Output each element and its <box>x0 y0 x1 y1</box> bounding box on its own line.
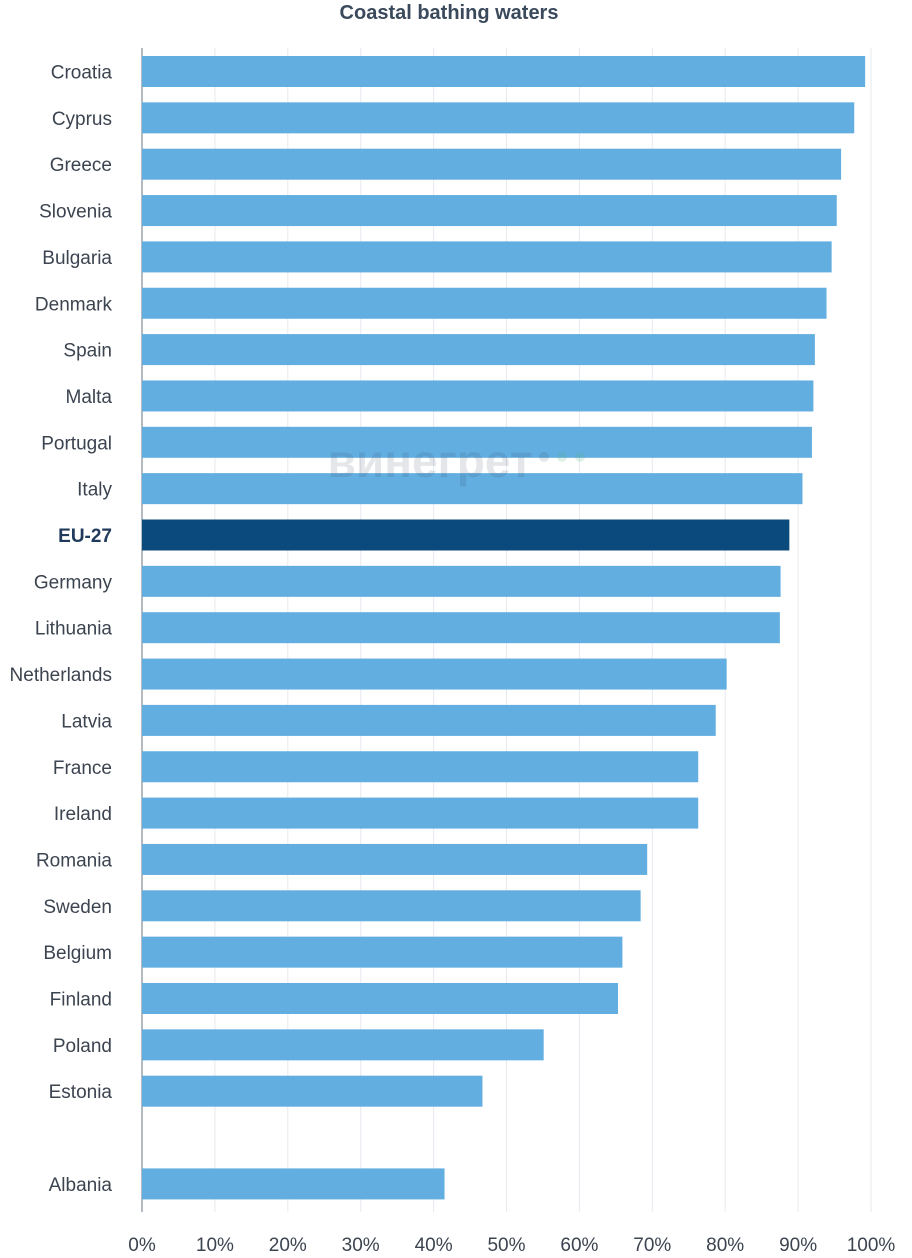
x-tick-label: 90% <box>779 1235 817 1256</box>
category-label: Latvia <box>61 711 112 732</box>
bars <box>142 56 866 1200</box>
watermark-logo: винегрет <box>328 435 533 487</box>
x-tick-label: 80% <box>706 1235 744 1256</box>
bar <box>142 890 641 922</box>
bar <box>142 658 727 690</box>
x-tick-label: 30% <box>342 1235 380 1256</box>
category-label: Italy <box>77 480 112 501</box>
category-label: Estonia <box>49 1082 113 1103</box>
category-label: Ireland <box>54 804 112 825</box>
category-label: Slovenia <box>39 202 112 223</box>
bar <box>142 1168 445 1200</box>
watermark-dot <box>539 452 549 462</box>
category-label: Finland <box>50 990 112 1011</box>
x-tick-label: 100% <box>847 1235 896 1256</box>
category-label: Spain <box>63 341 112 362</box>
bar <box>142 195 837 227</box>
bar <box>142 983 619 1014</box>
bar <box>142 148 842 180</box>
category-label: France <box>53 758 112 779</box>
bar <box>142 380 814 412</box>
category-label: Lithuania <box>35 619 113 640</box>
category-label: Bulgaria <box>42 248 112 269</box>
x-tick-label: 70% <box>633 1235 671 1256</box>
chart-title: Coastal bathing waters <box>339 2 559 24</box>
bar <box>142 473 803 505</box>
bar <box>142 334 815 366</box>
category-label: Albania <box>49 1175 113 1196</box>
x-tick-label: 60% <box>560 1235 598 1256</box>
category-labels: Croatia Cyprus Greece Slovenia Bulgaria Denma… <box>10 63 113 1196</box>
bar <box>142 843 648 875</box>
bar-highlight <box>142 519 790 551</box>
bar <box>142 936 623 968</box>
category-label: Poland <box>53 1036 112 1057</box>
category-label: Greece <box>50 155 112 176</box>
x-tick-label: 50% <box>487 1235 525 1256</box>
category-label: Romania <box>36 850 112 871</box>
bar <box>142 241 832 273</box>
bar <box>142 102 855 134</box>
x-axis-ticks: 0% 10% 20% 30% 40% 50% 60% 70% 80% 90% 100% <box>128 1235 895 1256</box>
bar <box>142 426 812 458</box>
bar <box>142 1029 544 1061</box>
bar <box>142 704 716 736</box>
watermark-dot <box>575 452 585 462</box>
bar <box>142 797 699 829</box>
category-label: Portugal <box>41 433 112 454</box>
category-label: Sweden <box>43 897 112 918</box>
category-label: EU-27 <box>58 526 112 547</box>
watermark-dot <box>557 452 567 462</box>
category-label: Cyprus <box>52 109 112 130</box>
x-tick-label: 10% <box>196 1235 234 1256</box>
x-tick-label: 0% <box>128 1235 156 1256</box>
category-label: Malta <box>66 387 113 408</box>
category-label: Denmark <box>35 294 113 315</box>
bar <box>142 565 781 597</box>
bar <box>142 56 866 87</box>
category-label: Germany <box>34 572 113 593</box>
bar <box>142 612 780 644</box>
x-tick-label: 40% <box>415 1235 453 1256</box>
category-label: Belgium <box>43 943 112 964</box>
category-label: Croatia <box>51 63 113 84</box>
bar <box>142 1075 483 1107</box>
x-tick-label: 20% <box>269 1235 307 1256</box>
category-label: Netherlands <box>10 665 112 686</box>
bar <box>142 751 699 783</box>
bar <box>142 287 827 319</box>
